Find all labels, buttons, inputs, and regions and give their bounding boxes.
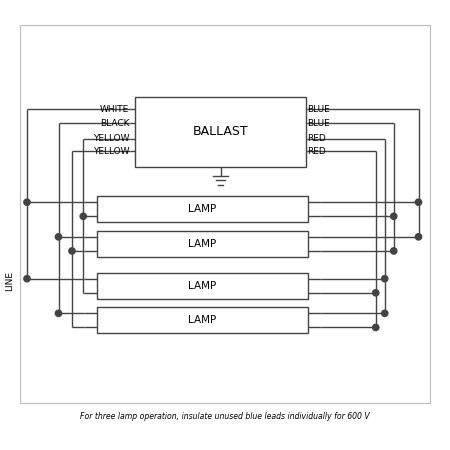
Circle shape bbox=[415, 199, 422, 205]
Text: BLACK: BLACK bbox=[99, 119, 129, 128]
Text: LAMP: LAMP bbox=[189, 239, 216, 249]
Text: For three lamp operation, insulate unused blue leads individually for 600 V: For three lamp operation, insulate unuse… bbox=[80, 412, 370, 421]
Text: RED: RED bbox=[307, 147, 326, 156]
Circle shape bbox=[24, 275, 30, 282]
Bar bbox=[97, 307, 308, 333]
Circle shape bbox=[373, 290, 379, 296]
Text: LAMP: LAMP bbox=[189, 281, 216, 291]
Bar bbox=[97, 196, 308, 222]
Text: RED: RED bbox=[307, 134, 326, 143]
Bar bbox=[97, 231, 308, 257]
Circle shape bbox=[24, 199, 30, 205]
Circle shape bbox=[382, 275, 388, 282]
Text: YELLOW: YELLOW bbox=[93, 134, 129, 143]
Circle shape bbox=[55, 310, 62, 316]
Circle shape bbox=[373, 324, 379, 331]
Bar bbox=[97, 273, 308, 299]
Bar bbox=[135, 97, 306, 166]
Circle shape bbox=[80, 213, 86, 220]
Text: LAMP: LAMP bbox=[189, 204, 216, 214]
Text: BLUE: BLUE bbox=[307, 105, 330, 114]
Circle shape bbox=[55, 234, 62, 240]
Text: BLUE: BLUE bbox=[307, 119, 330, 128]
Text: LINE: LINE bbox=[5, 271, 14, 291]
Circle shape bbox=[382, 310, 388, 316]
Text: WHITE: WHITE bbox=[100, 105, 129, 114]
Text: BALLAST: BALLAST bbox=[193, 125, 248, 138]
Bar bbox=[20, 25, 430, 403]
Circle shape bbox=[69, 248, 75, 254]
Circle shape bbox=[391, 213, 397, 220]
Circle shape bbox=[391, 248, 397, 254]
Text: LAMP: LAMP bbox=[189, 315, 216, 325]
Circle shape bbox=[415, 234, 422, 240]
Text: YELLOW: YELLOW bbox=[93, 147, 129, 156]
